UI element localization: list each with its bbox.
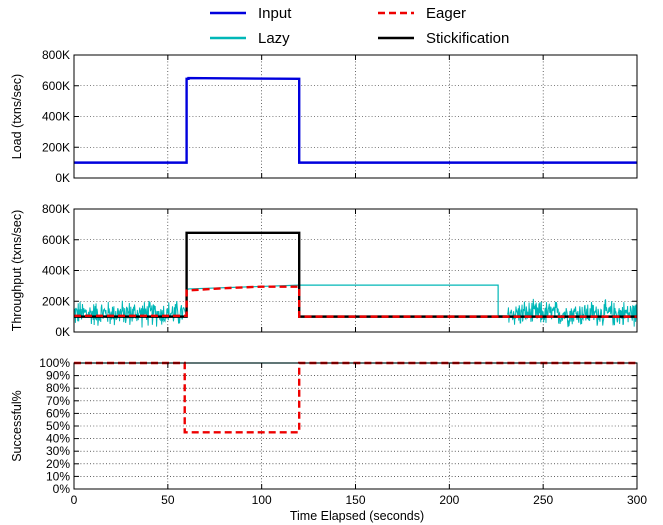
- ytick-label: 800K: [42, 202, 70, 216]
- plot-frame: [73, 362, 638, 490]
- ytick-label: 70%: [46, 394, 70, 408]
- ytick-label: 0K: [55, 171, 70, 185]
- panel-1: 0K 200K 400K 600K 800K Load (txns/sec): [10, 48, 638, 185]
- ytick-label: 200K: [42, 294, 70, 308]
- ytick-label: 90%: [46, 369, 70, 383]
- ytick-label: 80%: [46, 381, 70, 395]
- series-stickification: [74, 231, 637, 318]
- legend: Input Eager Lazy Stickification: [210, 5, 509, 47]
- ytick-label: 0K: [55, 325, 70, 339]
- ytick-label: 600K: [42, 79, 70, 93]
- series-lazy: [186, 284, 508, 317]
- ytick-label: 0%: [53, 482, 71, 496]
- series-lazy-noise-1: [507, 298, 638, 328]
- xtick-label: 250: [533, 493, 553, 507]
- y-axis-label: Load (txns/sec): [10, 74, 24, 159]
- ytick-label: 800K: [42, 48, 70, 62]
- xtick-label: 50: [161, 493, 175, 507]
- x-axis-label: Time Elapsed (seconds): [290, 509, 424, 523]
- series-input: [74, 76, 637, 164]
- legend-label: Lazy: [258, 30, 290, 47]
- ytick-label: 40%: [46, 432, 70, 446]
- series-group: [74, 76, 637, 164]
- legend-label: Eager: [426, 5, 466, 22]
- xtick-label: 150: [345, 493, 365, 507]
- panel-3: 0%10%20%30%40%50%60%70%80%90%100% 0 50 100 1…: [10, 356, 647, 507]
- ytick-label: 50%: [46, 419, 70, 433]
- panel-2: 0K 200K 400K 600K 800K Throughput (txns/sec): [10, 202, 638, 339]
- xtick-label: 100: [252, 493, 272, 507]
- ytick-label: 400K: [42, 110, 70, 124]
- legend-entry-lazy: Lazy: [210, 30, 290, 47]
- ytick-label: 600K: [42, 233, 70, 247]
- ytick-label: 10%: [46, 469, 70, 483]
- panels: 0K 200K 400K 600K 800K Load (txns/sec) 0K 200K 4…: [10, 48, 647, 507]
- ytick-label: 100%: [39, 356, 70, 370]
- xtick-label: 300: [627, 493, 647, 507]
- ytick-label: 200K: [42, 140, 70, 154]
- y-axis-label: Throughput (txns/sec): [10, 210, 24, 332]
- legend-label: Input: [258, 5, 292, 22]
- ytick-label: 30%: [46, 444, 70, 458]
- legend-entry-eager: Eager: [378, 5, 466, 22]
- ytick-label: 400K: [42, 264, 70, 278]
- xtick-label: 200: [439, 493, 459, 507]
- ytick-label: 60%: [46, 406, 70, 420]
- xtick-label: 0: [71, 493, 78, 507]
- legend-entry-input: Input: [210, 5, 292, 22]
- series-lazy-noise-0: [73, 300, 188, 328]
- legend-label: Stickification: [426, 30, 509, 47]
- legend-entry-stickification: Stickification: [378, 30, 509, 47]
- ytick-label: 20%: [46, 457, 70, 471]
- series-eager: [74, 285, 637, 318]
- series-group: [73, 231, 638, 328]
- y-axis-label: Successful%: [10, 390, 24, 462]
